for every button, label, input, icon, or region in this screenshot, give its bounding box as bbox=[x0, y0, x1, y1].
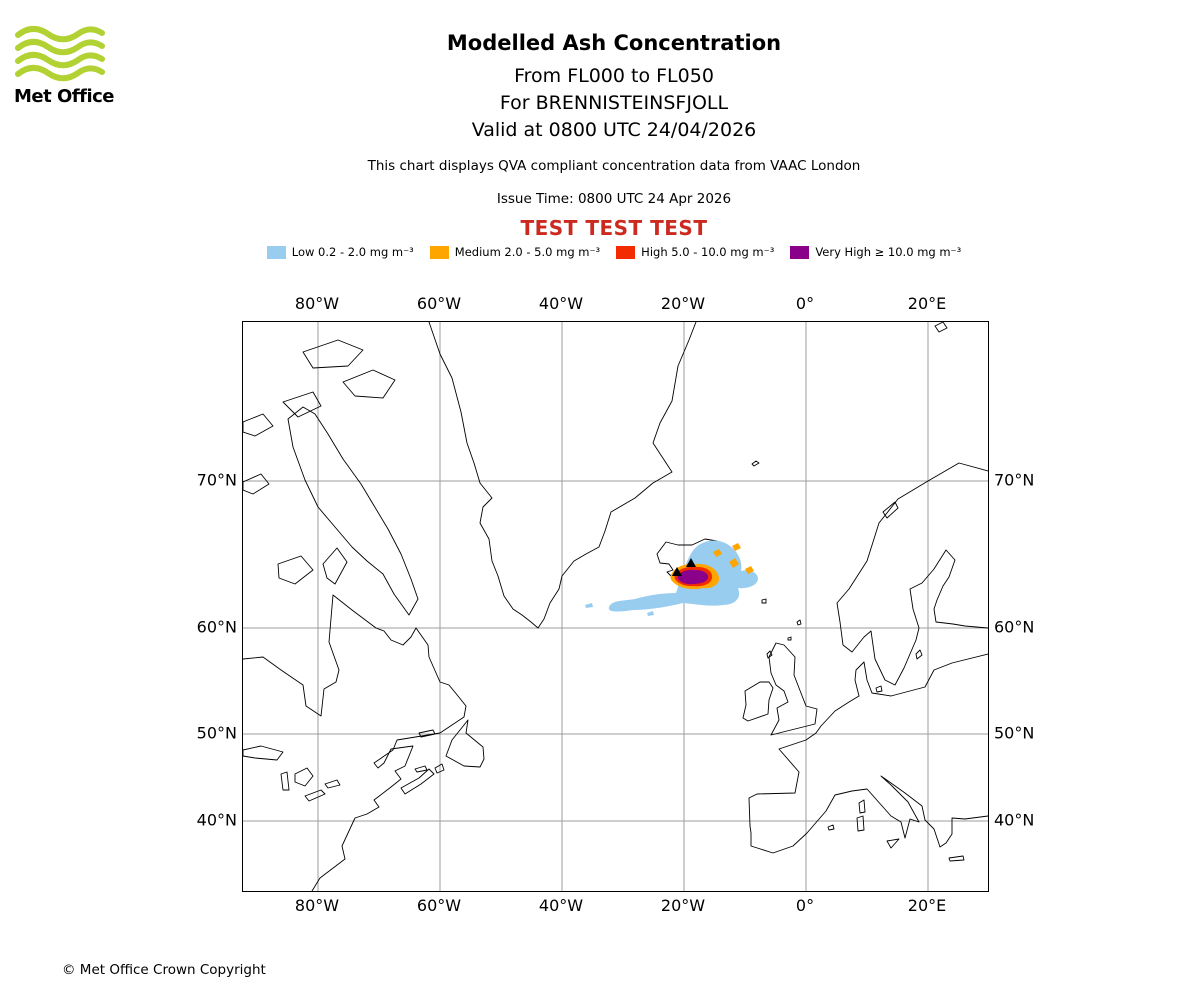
lake-huron bbox=[294, 767, 314, 787]
lon-label-top-20e: 20°E bbox=[907, 294, 947, 313]
qva-disclaimer: This chart displays QVA compliant concen… bbox=[367, 158, 861, 174]
coastline-sardinia bbox=[856, 815, 865, 832]
coastline-jan-mayen bbox=[751, 460, 760, 467]
coastline-ireland bbox=[742, 681, 774, 722]
ash-medium-speck-ne bbox=[713, 549, 722, 557]
coastline-arctic-island-a bbox=[243, 413, 274, 437]
coastline-sicily bbox=[886, 838, 900, 849]
logo-wave-group bbox=[15, 26, 105, 82]
lat-label-right-40n: 40°N bbox=[994, 810, 1035, 830]
coastline-great-britain bbox=[768, 642, 818, 736]
volcano-triangle-icon bbox=[686, 558, 696, 567]
legend-label-high: High 5.0 - 10.0 mg m⁻³ bbox=[641, 245, 775, 259]
lon-label-top-20w: 20°W bbox=[660, 294, 706, 313]
copyright-notice: © Met Office Crown Copyright bbox=[62, 962, 266, 978]
legend-item-medium: Medium 2.0 - 5.0 mg m⁻³ bbox=[429, 245, 601, 259]
map-canvas bbox=[243, 322, 988, 891]
coastline-anticosti bbox=[418, 729, 436, 738]
lat-label-left-60n: 60°N bbox=[196, 617, 237, 637]
coastline-cape-breton bbox=[434, 763, 445, 774]
lat-label-right-50n: 50°N bbox=[994, 723, 1035, 743]
legend-swatch-high bbox=[616, 245, 636, 259]
lon-label-bottom-60w: 60°W bbox=[416, 896, 462, 915]
lon-label-bottom-20e: 20°E bbox=[907, 896, 947, 915]
coastline-baffin-island bbox=[287, 406, 419, 616]
lat-label-left-70n: 70°N bbox=[196, 470, 237, 490]
coastline-europe-mainland bbox=[748, 653, 988, 854]
subtitle-volcano: For BRENNISTEINSFJOLL bbox=[499, 92, 729, 114]
ash-low-speck-south bbox=[647, 611, 654, 616]
lon-label-top-80w: 80°W bbox=[294, 294, 340, 313]
volcano-triangle-icon bbox=[672, 567, 682, 576]
coastline-balearics bbox=[827, 824, 835, 831]
coastline-melville-peninsula bbox=[322, 547, 348, 585]
met-office-logo: Met Office bbox=[14, 26, 115, 107]
concentration-legend: Low 0.2 - 2.0 mg m⁻³ Medium 2.0 - 5.0 mg… bbox=[14, 245, 1200, 259]
lon-label-top-0: 0° bbox=[795, 294, 815, 313]
lake-erie bbox=[304, 789, 326, 802]
lat-label-left-50n: 50°N bbox=[196, 723, 237, 743]
lat-label-right-60n: 60°N bbox=[994, 617, 1035, 637]
coastlines bbox=[243, 322, 988, 891]
met-office-logo-text: Met Office bbox=[14, 86, 115, 107]
coastline-faroe-islands bbox=[761, 598, 767, 604]
volcano-markers bbox=[672, 558, 696, 576]
coastline-prince-edward-island bbox=[414, 765, 428, 773]
legend-swatch-medium bbox=[429, 245, 449, 259]
legend-swatch-very-high bbox=[790, 245, 810, 259]
coastline-gotland bbox=[915, 649, 923, 660]
coastline-crete bbox=[948, 855, 965, 862]
coastline-corsica bbox=[858, 799, 866, 814]
coastline-scandinavia bbox=[836, 462, 988, 686]
graticule bbox=[243, 322, 988, 891]
coastline-svalbard-fragment bbox=[934, 322, 948, 333]
ash-low-speck-west bbox=[585, 603, 593, 608]
coastline-hebrides bbox=[766, 650, 773, 659]
lon-label-bottom-80w: 80°W bbox=[294, 896, 340, 915]
coastline-north-america-mainland bbox=[243, 594, 467, 891]
lon-label-top-40w: 40°W bbox=[538, 294, 584, 313]
legend-item-very-high: Very High ≥ 10.0 mg m⁻³ bbox=[790, 245, 961, 259]
subtitle-valid-time: Valid at 0800 UTC 24/04/2026 bbox=[471, 119, 757, 141]
met-office-logo-waves bbox=[15, 26, 105, 82]
coastline-zealand bbox=[875, 685, 883, 693]
legend-item-high: High 5.0 - 10.0 mg m⁻³ bbox=[616, 245, 774, 259]
ash-layer-very-high bbox=[677, 569, 709, 585]
lon-label-bottom-0: 0° bbox=[795, 896, 815, 915]
coastline-southampton-island bbox=[277, 555, 314, 585]
legend-label-low: Low 0.2 - 2.0 mg m⁻³ bbox=[291, 245, 414, 259]
legend-swatch-low bbox=[266, 245, 286, 259]
coastline-shetland bbox=[796, 619, 802, 626]
lat-label-left-40n: 40°N bbox=[196, 810, 237, 830]
ash-medium-speck-e3 bbox=[732, 543, 741, 551]
lon-label-bottom-40w: 40°W bbox=[538, 896, 584, 915]
page-title: Modelled Ash Concentration bbox=[446, 31, 782, 55]
ash-medium-speck-e1 bbox=[729, 558, 739, 568]
legend-label-very-high: Very High ≥ 10.0 mg m⁻³ bbox=[815, 245, 962, 259]
legend-label-medium: Medium 2.0 - 5.0 mg m⁻³ bbox=[454, 245, 601, 259]
lake-superior bbox=[243, 745, 284, 761]
lon-label-top-60w: 60°W bbox=[416, 294, 462, 313]
test-banner: TEST TEST TEST bbox=[520, 216, 708, 240]
legend-item-low: Low 0.2 - 2.0 mg m⁻³ bbox=[266, 245, 414, 259]
coastline-greenland bbox=[428, 322, 697, 629]
coastline-arctic-island-b bbox=[243, 473, 270, 495]
lake-michigan bbox=[280, 771, 290, 791]
coastline-devon-island bbox=[342, 369, 396, 399]
map-frame bbox=[242, 321, 989, 892]
ash-medium-speck-e2 bbox=[745, 566, 754, 574]
coastline-nova-scotia bbox=[400, 768, 435, 795]
lon-label-bottom-20w: 20°W bbox=[660, 896, 706, 915]
coastline-ellesmere-island bbox=[302, 339, 364, 369]
subtitle-block: From FL000 to FL050 For BRENNISTEINSFJOL… bbox=[14, 63, 1200, 144]
issue-time: Issue Time: 0800 UTC 24 Apr 2026 bbox=[496, 191, 732, 207]
subtitle-flight-levels: From FL000 to FL050 bbox=[514, 65, 714, 87]
coastline-orkney bbox=[787, 636, 792, 641]
lat-label-right-70n: 70°N bbox=[994, 470, 1035, 490]
coastline-newfoundland bbox=[445, 719, 485, 768]
coastline-somerset-island bbox=[282, 391, 322, 418]
coastline-lofoten bbox=[882, 501, 899, 519]
lake-ontario bbox=[324, 779, 341, 789]
